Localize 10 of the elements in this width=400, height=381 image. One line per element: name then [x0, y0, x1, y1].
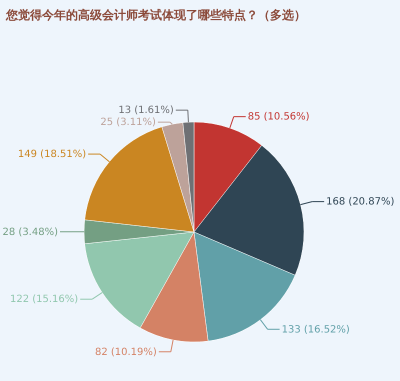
data-label: 82 (10.19%) — [94, 346, 157, 358]
data-label: 85 (10.56%) — [248, 112, 310, 123]
data-label: 133 (16.52%) — [282, 324, 350, 336]
chart-title: 您觉得今年的高级会计师考试体现了哪些特点？（多选） — [5, 8, 306, 22]
data-label: 122 (15.16%) — [10, 294, 78, 306]
data-label: 28 (3.48%) — [2, 226, 58, 238]
data-label: 13 (1.61%) — [118, 105, 174, 116]
data-label: 25 (3.11%) — [100, 117, 156, 128]
data-label: 149 (18.51%) — [18, 149, 86, 160]
data-label: 168 (20.87%) — [326, 196, 394, 208]
